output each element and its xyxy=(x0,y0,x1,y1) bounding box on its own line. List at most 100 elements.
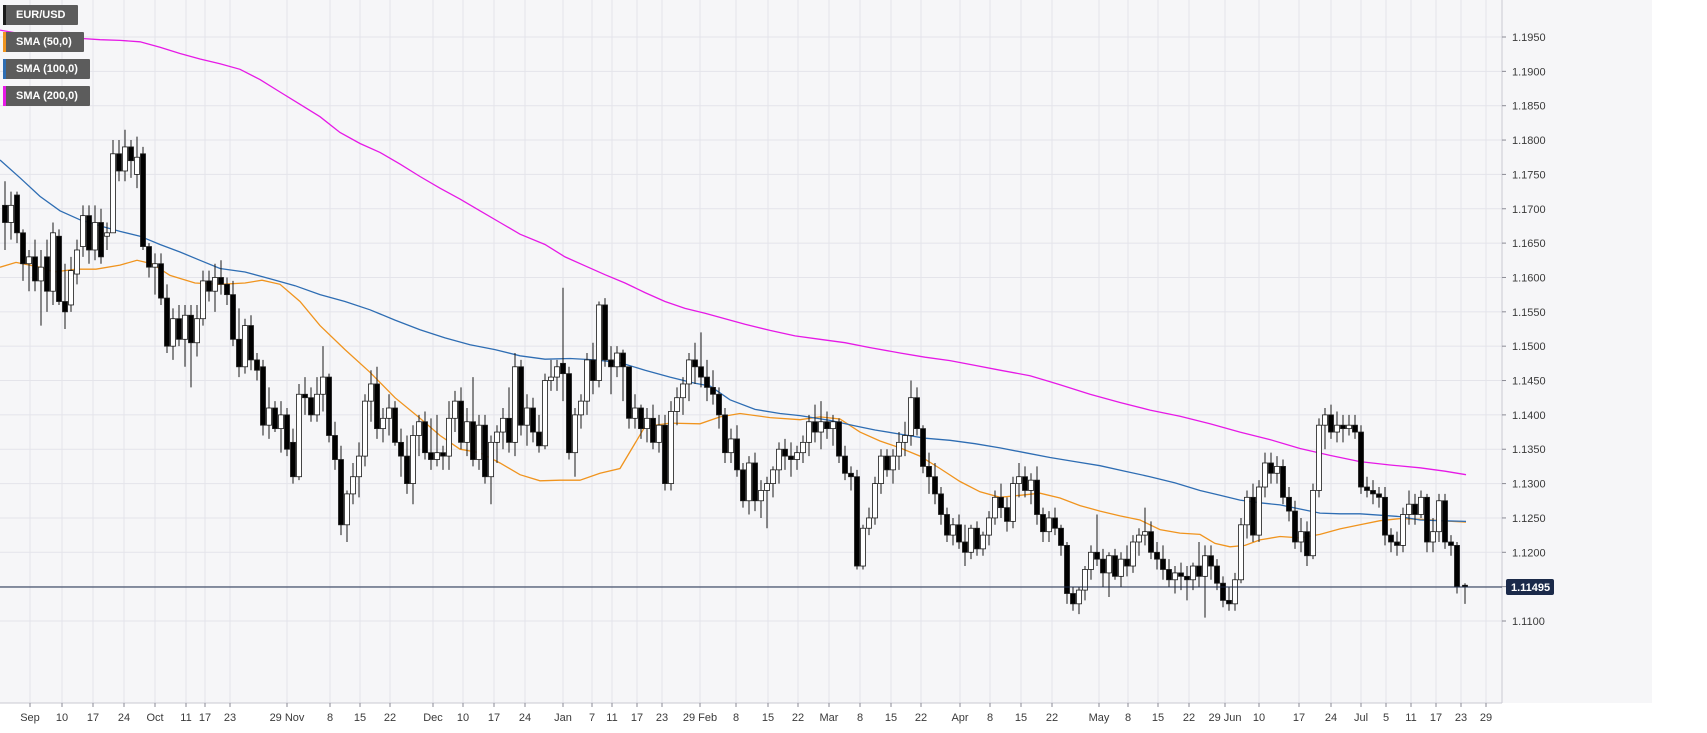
candle-body xyxy=(506,417,512,443)
legend-swatch xyxy=(3,32,6,52)
x-tick-label: 15 xyxy=(1015,712,1027,724)
legend-item-sma200[interactable]: SMA (200,0) xyxy=(3,86,90,106)
candle xyxy=(1016,462,1022,498)
candle xyxy=(818,401,824,450)
candle-body xyxy=(524,407,530,426)
x-tick-label: Mar xyxy=(820,712,839,724)
candle-body xyxy=(818,421,824,433)
candle-body xyxy=(254,359,260,371)
candle xyxy=(650,404,656,450)
candle-body xyxy=(1190,565,1196,581)
candle-body xyxy=(812,421,818,433)
candle xyxy=(1340,414,1346,443)
candle xyxy=(314,377,320,422)
candle xyxy=(920,425,926,474)
legend-swatch xyxy=(3,5,6,25)
candle xyxy=(524,394,530,446)
candle-body xyxy=(1136,534,1142,543)
candle-body xyxy=(302,393,308,399)
candle-body xyxy=(896,441,902,457)
candle xyxy=(932,462,938,505)
candle xyxy=(1262,452,1268,498)
candle-body xyxy=(1232,579,1238,605)
candle-body xyxy=(554,366,560,378)
candle xyxy=(638,404,644,439)
candle xyxy=(770,466,776,498)
candle-body xyxy=(308,397,314,416)
candle xyxy=(242,318,248,374)
candle-body xyxy=(500,417,506,433)
candle xyxy=(362,394,368,467)
legend-item-sma100[interactable]: SMA (100,0) xyxy=(3,59,90,79)
candle xyxy=(236,308,242,378)
candle xyxy=(458,387,464,450)
x-tick-label: 8 xyxy=(733,712,739,724)
candle-body xyxy=(530,407,536,433)
y-tick-label: 1.1350 xyxy=(1512,444,1546,456)
candle-body xyxy=(590,359,596,381)
candle-body xyxy=(470,421,476,460)
candle-body xyxy=(764,483,770,491)
candle-body xyxy=(50,232,56,292)
candle xyxy=(866,507,872,536)
candle-body xyxy=(1454,545,1460,588)
candle xyxy=(962,524,968,567)
candle xyxy=(20,229,26,281)
candle-body xyxy=(1064,545,1070,594)
candle-body xyxy=(1220,582,1226,601)
candle-body xyxy=(260,366,266,426)
legend-item-eurusd[interactable]: EUR/USD xyxy=(3,5,78,25)
candle xyxy=(710,370,716,405)
candle xyxy=(104,222,110,250)
candle-body xyxy=(1130,541,1136,567)
candle xyxy=(68,256,74,312)
y-tick-label: 1.1750 xyxy=(1512,169,1546,181)
candle xyxy=(1244,490,1250,539)
candle-body xyxy=(1166,569,1172,581)
candle xyxy=(890,449,896,484)
candle xyxy=(182,304,188,367)
candle xyxy=(44,239,50,312)
candle xyxy=(1106,552,1112,597)
candle xyxy=(284,408,290,457)
candle-body xyxy=(380,417,386,430)
x-tick-label: 29 Jun xyxy=(1208,712,1241,724)
x-tick-label: 17 xyxy=(1293,712,1305,724)
candle-body xyxy=(944,514,950,536)
candle xyxy=(422,411,428,460)
candle-body xyxy=(1442,500,1448,543)
candle-body xyxy=(152,263,158,268)
x-tick-label: 22 xyxy=(915,712,927,724)
candle-body xyxy=(398,441,404,457)
legend-label: SMA (200,0) xyxy=(16,90,78,102)
candle xyxy=(704,359,710,402)
candle xyxy=(86,205,92,264)
x-tick-label: 10 xyxy=(457,712,469,724)
candle xyxy=(944,507,950,542)
candle-body xyxy=(272,407,278,430)
legend-item-sma50[interactable]: SMA (50,0) xyxy=(3,32,84,52)
candle-body xyxy=(974,527,980,550)
candle xyxy=(1100,548,1106,587)
candle xyxy=(296,383,302,481)
candle-body xyxy=(878,455,884,484)
candle-body xyxy=(1250,496,1256,536)
candle xyxy=(602,298,608,367)
candle xyxy=(740,462,746,508)
x-tick-label: 15 xyxy=(885,712,897,724)
candle xyxy=(1208,545,1214,580)
candle xyxy=(1406,490,1412,525)
candle xyxy=(974,521,980,556)
candle-body xyxy=(1034,479,1040,515)
candle xyxy=(116,140,122,182)
candle xyxy=(698,332,704,388)
candle xyxy=(842,445,848,481)
candle xyxy=(74,239,80,285)
x-tick-label: 23 xyxy=(656,712,668,724)
candle xyxy=(482,414,488,484)
candle-body xyxy=(734,438,740,471)
candle-body xyxy=(242,325,248,368)
candle xyxy=(110,140,116,234)
candle-body xyxy=(536,431,542,447)
grid xyxy=(0,0,1503,704)
